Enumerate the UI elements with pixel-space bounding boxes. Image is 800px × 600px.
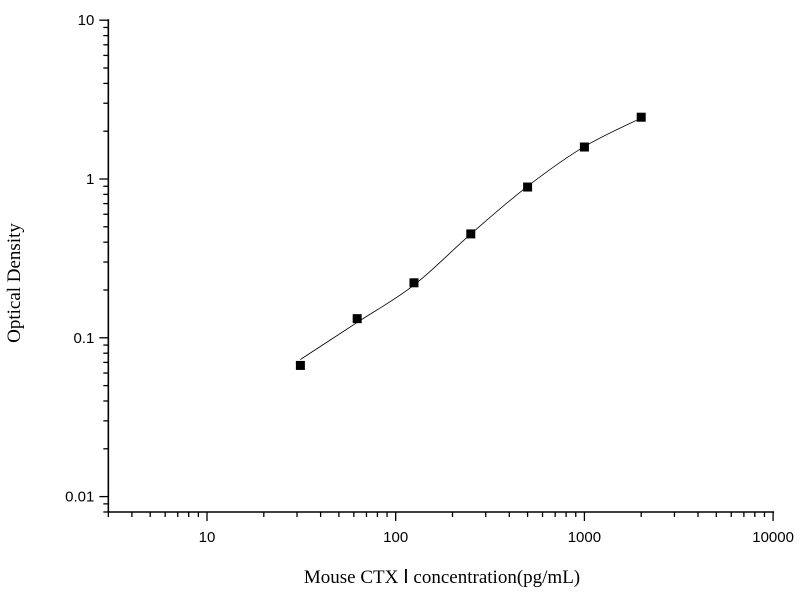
x-ticks: 10 100 1000 10000 <box>107 511 794 546</box>
y-ticks: 0.01 0.1 1 10 <box>65 12 109 513</box>
y-tick-label: 10 <box>78 12 95 29</box>
x-axis-label: Mouse CTX Ⅰ concentration(pg/mL) <box>304 567 580 588</box>
x-tick-label: 100 <box>383 529 408 546</box>
x-tick-label: 10000 <box>752 529 794 546</box>
y-tick-label: 0.1 <box>73 330 94 347</box>
y-axis-label: Optical Density <box>4 223 25 343</box>
y-tick-label: 1 <box>86 171 94 188</box>
data-point <box>409 278 419 288</box>
data-point <box>579 142 589 152</box>
data-points <box>295 112 646 370</box>
fitted-curve <box>300 117 642 360</box>
axes <box>107 19 775 513</box>
data-point <box>466 229 476 239</box>
x-tick-label: 10 <box>199 529 216 546</box>
data-point <box>352 314 362 324</box>
y-tick-label: 0.01 <box>65 489 94 506</box>
data-point <box>295 360 305 370</box>
data-point <box>636 112 646 122</box>
x-tick-label: 1000 <box>568 529 601 546</box>
data-point <box>523 182 533 192</box>
